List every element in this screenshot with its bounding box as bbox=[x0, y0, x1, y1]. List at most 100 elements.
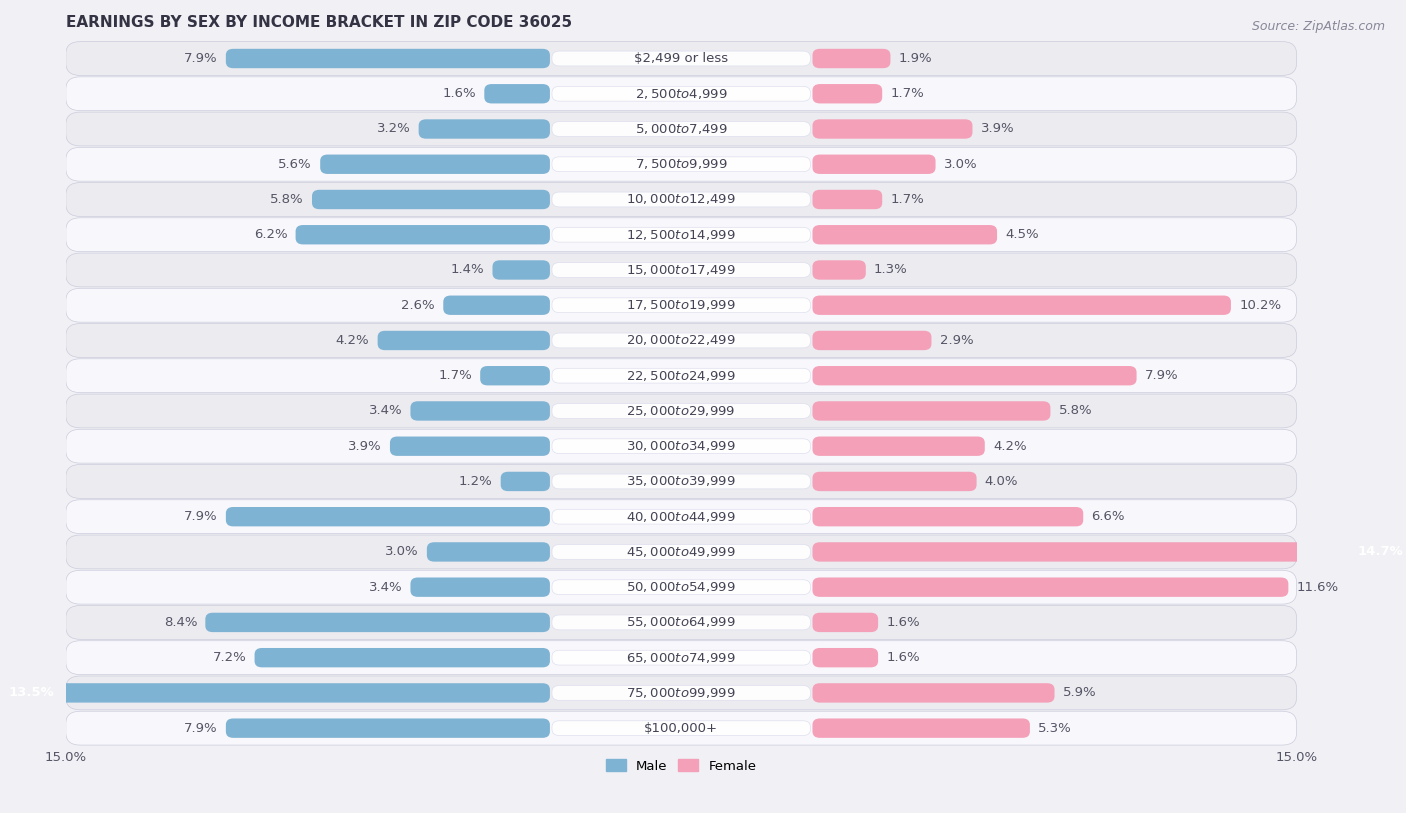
Text: 5.8%: 5.8% bbox=[1059, 404, 1092, 417]
FancyBboxPatch shape bbox=[66, 606, 1296, 639]
Text: $20,000 to $22,499: $20,000 to $22,499 bbox=[626, 333, 737, 347]
Text: $65,000 to $74,999: $65,000 to $74,999 bbox=[626, 650, 737, 665]
FancyBboxPatch shape bbox=[66, 711, 1296, 745]
Text: 2.6%: 2.6% bbox=[402, 298, 434, 311]
Text: 6.2%: 6.2% bbox=[253, 228, 287, 241]
Text: $7,500 to $9,999: $7,500 to $9,999 bbox=[634, 157, 728, 172]
Text: 1.6%: 1.6% bbox=[443, 87, 477, 100]
FancyBboxPatch shape bbox=[481, 366, 550, 385]
FancyBboxPatch shape bbox=[66, 41, 1296, 76]
FancyBboxPatch shape bbox=[553, 51, 810, 66]
Text: 7.9%: 7.9% bbox=[184, 52, 218, 65]
FancyBboxPatch shape bbox=[389, 437, 550, 456]
FancyBboxPatch shape bbox=[553, 86, 810, 101]
FancyBboxPatch shape bbox=[312, 189, 550, 209]
Text: $2,499 or less: $2,499 or less bbox=[634, 52, 728, 65]
FancyBboxPatch shape bbox=[813, 120, 973, 139]
FancyBboxPatch shape bbox=[553, 580, 810, 594]
Text: 7.2%: 7.2% bbox=[212, 651, 246, 664]
FancyBboxPatch shape bbox=[66, 112, 1296, 146]
FancyBboxPatch shape bbox=[813, 49, 890, 68]
Text: 5.9%: 5.9% bbox=[1063, 686, 1097, 699]
FancyBboxPatch shape bbox=[813, 648, 879, 667]
Text: 7.9%: 7.9% bbox=[184, 722, 218, 735]
FancyBboxPatch shape bbox=[66, 253, 1296, 287]
Text: $5,000 to $7,499: $5,000 to $7,499 bbox=[634, 122, 728, 136]
Text: 5.8%: 5.8% bbox=[270, 193, 304, 206]
FancyBboxPatch shape bbox=[226, 719, 550, 738]
FancyBboxPatch shape bbox=[813, 542, 1406, 562]
FancyBboxPatch shape bbox=[66, 147, 1296, 181]
Text: $40,000 to $44,999: $40,000 to $44,999 bbox=[626, 510, 737, 524]
FancyBboxPatch shape bbox=[553, 439, 810, 454]
Text: 3.0%: 3.0% bbox=[943, 158, 977, 171]
FancyBboxPatch shape bbox=[66, 394, 1296, 428]
FancyBboxPatch shape bbox=[66, 676, 1296, 710]
Text: 4.0%: 4.0% bbox=[984, 475, 1018, 488]
FancyBboxPatch shape bbox=[66, 359, 1296, 393]
Text: 1.7%: 1.7% bbox=[439, 369, 472, 382]
FancyBboxPatch shape bbox=[484, 84, 550, 103]
FancyBboxPatch shape bbox=[66, 464, 1296, 498]
Text: EARNINGS BY SEX BY INCOME BRACKET IN ZIP CODE 36025: EARNINGS BY SEX BY INCOME BRACKET IN ZIP… bbox=[66, 15, 572, 30]
Text: 1.3%: 1.3% bbox=[875, 263, 908, 276]
FancyBboxPatch shape bbox=[66, 500, 1296, 533]
Text: 4.5%: 4.5% bbox=[1005, 228, 1039, 241]
Text: 1.6%: 1.6% bbox=[886, 651, 920, 664]
FancyBboxPatch shape bbox=[553, 650, 810, 665]
Text: 1.6%: 1.6% bbox=[886, 616, 920, 629]
Text: $17,500 to $19,999: $17,500 to $19,999 bbox=[626, 298, 737, 312]
FancyBboxPatch shape bbox=[813, 189, 882, 209]
FancyBboxPatch shape bbox=[66, 535, 1296, 569]
FancyBboxPatch shape bbox=[813, 84, 882, 103]
FancyBboxPatch shape bbox=[411, 402, 550, 420]
FancyBboxPatch shape bbox=[501, 472, 550, 491]
FancyBboxPatch shape bbox=[813, 437, 984, 456]
Text: 5.6%: 5.6% bbox=[278, 158, 312, 171]
FancyBboxPatch shape bbox=[813, 683, 1054, 702]
Text: 3.2%: 3.2% bbox=[377, 123, 411, 136]
Text: $30,000 to $34,999: $30,000 to $34,999 bbox=[626, 439, 737, 453]
FancyBboxPatch shape bbox=[0, 683, 550, 702]
Text: 11.6%: 11.6% bbox=[1296, 580, 1339, 593]
Text: $15,000 to $17,499: $15,000 to $17,499 bbox=[626, 263, 737, 277]
Text: $12,500 to $14,999: $12,500 to $14,999 bbox=[626, 228, 737, 241]
FancyBboxPatch shape bbox=[553, 509, 810, 524]
FancyBboxPatch shape bbox=[553, 263, 810, 277]
FancyBboxPatch shape bbox=[553, 192, 810, 207]
Text: 14.7%: 14.7% bbox=[1357, 546, 1403, 559]
FancyBboxPatch shape bbox=[378, 331, 550, 350]
Text: $10,000 to $12,499: $10,000 to $12,499 bbox=[626, 193, 737, 207]
FancyBboxPatch shape bbox=[813, 719, 1031, 738]
FancyBboxPatch shape bbox=[226, 507, 550, 526]
FancyBboxPatch shape bbox=[813, 331, 931, 350]
FancyBboxPatch shape bbox=[553, 228, 810, 242]
Text: $22,500 to $24,999: $22,500 to $24,999 bbox=[626, 369, 737, 383]
FancyBboxPatch shape bbox=[553, 721, 810, 736]
Text: $45,000 to $49,999: $45,000 to $49,999 bbox=[626, 545, 737, 559]
FancyBboxPatch shape bbox=[443, 296, 550, 315]
Text: $35,000 to $39,999: $35,000 to $39,999 bbox=[626, 475, 737, 489]
FancyBboxPatch shape bbox=[553, 403, 810, 419]
FancyBboxPatch shape bbox=[813, 507, 1083, 526]
Text: $50,000 to $54,999: $50,000 to $54,999 bbox=[626, 580, 737, 594]
FancyBboxPatch shape bbox=[226, 49, 550, 68]
Text: 7.9%: 7.9% bbox=[184, 511, 218, 524]
FancyBboxPatch shape bbox=[813, 154, 935, 174]
Text: 3.4%: 3.4% bbox=[368, 580, 402, 593]
FancyBboxPatch shape bbox=[553, 157, 810, 172]
FancyBboxPatch shape bbox=[321, 154, 550, 174]
FancyBboxPatch shape bbox=[295, 225, 550, 245]
Text: 3.0%: 3.0% bbox=[385, 546, 419, 559]
FancyBboxPatch shape bbox=[66, 218, 1296, 252]
FancyBboxPatch shape bbox=[66, 77, 1296, 111]
Text: 1.7%: 1.7% bbox=[890, 87, 924, 100]
Text: 3.4%: 3.4% bbox=[368, 404, 402, 417]
FancyBboxPatch shape bbox=[553, 615, 810, 630]
Text: 5.3%: 5.3% bbox=[1038, 722, 1071, 735]
FancyBboxPatch shape bbox=[813, 260, 866, 280]
FancyBboxPatch shape bbox=[205, 613, 550, 633]
Text: $100,000+: $100,000+ bbox=[644, 722, 718, 735]
Text: $75,000 to $99,999: $75,000 to $99,999 bbox=[626, 686, 737, 700]
Text: 6.6%: 6.6% bbox=[1091, 511, 1125, 524]
